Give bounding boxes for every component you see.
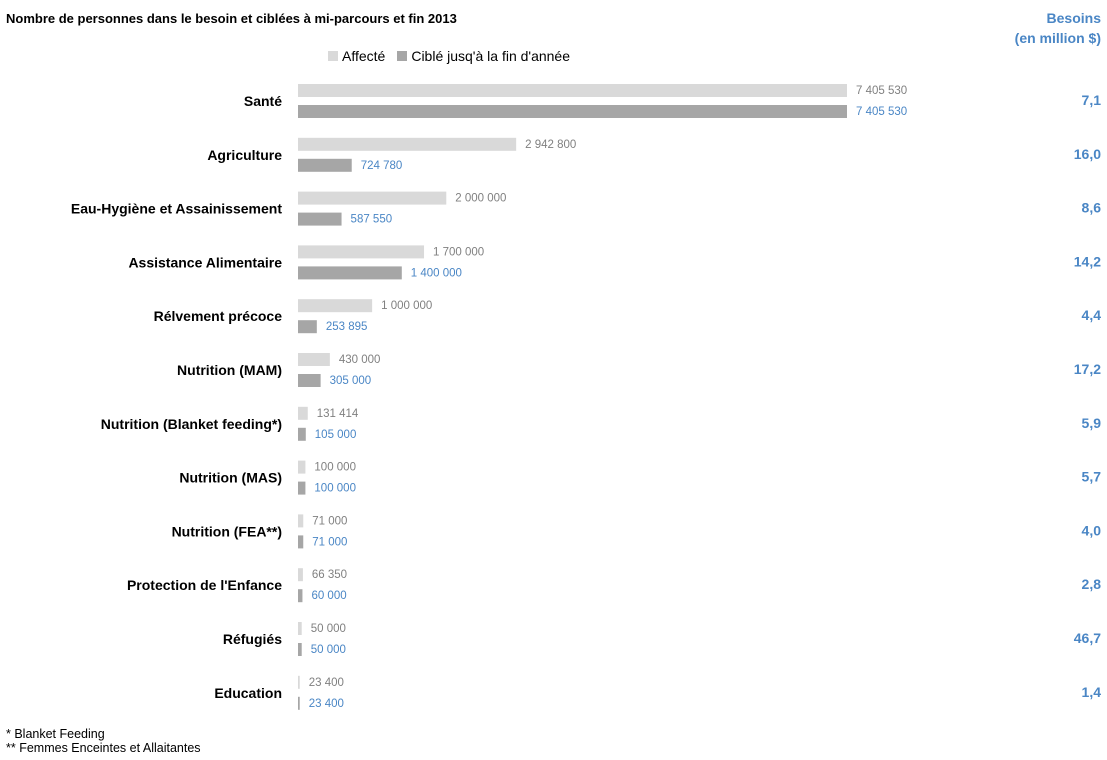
needs-value: 2,8 bbox=[1082, 576, 1102, 592]
bar-value-label: 430 000 bbox=[339, 354, 381, 366]
bar-value-label: 131 414 bbox=[317, 408, 359, 420]
bar-value-label: 1 400 000 bbox=[411, 267, 462, 279]
chart-legend: Affecté Ciblé jusq'à la fin d'année bbox=[328, 48, 582, 64]
bar-value-label: 1 000 000 bbox=[381, 300, 432, 312]
bar-value-label: 66 350 bbox=[312, 569, 347, 581]
bar-value-label: 2 942 800 bbox=[525, 139, 576, 151]
needs-value: 7,1 bbox=[1082, 92, 1102, 108]
bar-affecte bbox=[298, 406, 308, 420]
category-label: Nutrition (MAM) bbox=[177, 362, 282, 378]
bar-affecte bbox=[298, 191, 447, 205]
needs-value: 5,9 bbox=[1082, 415, 1102, 431]
category-label: Rélvement précoce bbox=[154, 308, 283, 324]
bar-affecte bbox=[298, 299, 373, 313]
bar-cible bbox=[298, 374, 321, 387]
needs-value: 17,2 bbox=[1074, 361, 1101, 377]
legend-swatch-affecte bbox=[328, 51, 338, 61]
needs-value: 4,4 bbox=[1082, 307, 1102, 323]
bar-cible bbox=[298, 481, 306, 495]
bar-affecte bbox=[298, 353, 330, 366]
bar-value-label: 105 000 bbox=[315, 429, 357, 441]
footnote-2: ** Femmes Enceintes et Allaitantes bbox=[6, 741, 201, 755]
bar-cible bbox=[298, 158, 352, 172]
bar-affecte bbox=[298, 622, 302, 635]
needs-value: 1,4 bbox=[1082, 684, 1102, 700]
bar-cible bbox=[298, 535, 304, 549]
bar-value-label: 305 000 bbox=[330, 375, 372, 387]
bar-affecte bbox=[298, 84, 847, 97]
legend-label-affecte: Affecté bbox=[342, 48, 386, 64]
bar-cible bbox=[298, 266, 402, 280]
bar-value-label: 587 550 bbox=[351, 214, 393, 226]
category-label: Santé bbox=[244, 93, 282, 109]
category-label: Protection de l'Enfance bbox=[127, 577, 282, 593]
needs-value: 8,6 bbox=[1082, 200, 1102, 216]
category-label: Agriculture bbox=[207, 147, 282, 163]
bar-affecte bbox=[298, 675, 300, 689]
bar-cible bbox=[298, 696, 300, 710]
bar-value-label: 60 000 bbox=[311, 590, 346, 602]
bar-value-label: 7 405 530 bbox=[856, 106, 907, 118]
bar-value-label: 2 000 000 bbox=[455, 193, 506, 205]
footnotes: * Blanket Feeding ** Femmes Enceintes et… bbox=[6, 727, 201, 755]
bar-affecte bbox=[298, 514, 304, 528]
category-label: Nutrition (FEA**) bbox=[172, 523, 282, 539]
bar-value-label: 23 400 bbox=[309, 677, 344, 689]
bar-value-label: 50 000 bbox=[311, 623, 346, 635]
bar-value-label: 23 400 bbox=[309, 698, 344, 710]
bar-value-label: 50 000 bbox=[311, 644, 346, 656]
bar-value-label: 253 895 bbox=[326, 321, 368, 333]
needs-value: 46,7 bbox=[1074, 630, 1101, 646]
category-label: Réfugiés bbox=[223, 631, 282, 647]
bar-cible bbox=[298, 212, 342, 226]
bar-affecte bbox=[298, 568, 303, 582]
legend-item-affecte: Affecté bbox=[328, 48, 385, 64]
legend-swatch-cible bbox=[397, 51, 408, 61]
needs-value: 14,2 bbox=[1074, 253, 1101, 269]
bar-value-label: 7 405 530 bbox=[856, 85, 907, 97]
bar-cible bbox=[298, 427, 306, 441]
category-label: Nutrition (MAS) bbox=[179, 470, 282, 486]
legend-item-cible: Ciblé jusq'à la fin d'année bbox=[397, 48, 570, 64]
needs-header-line2: (en million $) bbox=[1014, 30, 1101, 46]
needs-value: 4,0 bbox=[1082, 522, 1102, 538]
footnote-1: * Blanket Feeding bbox=[6, 727, 105, 741]
category-label: Assistance Alimentaire bbox=[128, 254, 282, 270]
bar-affecte bbox=[298, 460, 306, 474]
bar-value-label: 1 700 000 bbox=[433, 246, 484, 258]
bar-affecte bbox=[298, 137, 517, 151]
legend-label-cible: Ciblé jusq'à la fin d'année bbox=[411, 48, 571, 64]
category-label: Eau-Hygiène et Assainissement bbox=[71, 201, 282, 217]
bar-value-label: 724 780 bbox=[361, 160, 403, 172]
category-label: Nutrition (Blanket feeding*) bbox=[101, 416, 282, 432]
bar-value-label: 100 000 bbox=[314, 462, 356, 474]
needs-value: 5,7 bbox=[1082, 469, 1102, 485]
bar-cible bbox=[298, 320, 317, 334]
bar-value-label: 100 000 bbox=[314, 483, 356, 495]
needs-header: Besoins (en million $) bbox=[961, 8, 1101, 48]
bar-value-label: 71 000 bbox=[312, 536, 347, 548]
bar-affecte bbox=[298, 245, 425, 259]
category-label: Education bbox=[214, 685, 282, 701]
needs-header-line1: Besoins bbox=[1046, 10, 1101, 26]
bar-cible bbox=[298, 589, 303, 603]
bar-cible bbox=[298, 643, 302, 656]
bar-chart: Santé 7 405 530 7 405 530 7,1 Agriculture 2 9… bbox=[71, 84, 1102, 710]
bar-value-label: 71 000 bbox=[312, 515, 347, 527]
bar-cible bbox=[298, 105, 847, 118]
needs-value: 16,0 bbox=[1074, 146, 1101, 162]
chart-title: Nombre de personnes dans le besoin et ci… bbox=[6, 11, 457, 26]
